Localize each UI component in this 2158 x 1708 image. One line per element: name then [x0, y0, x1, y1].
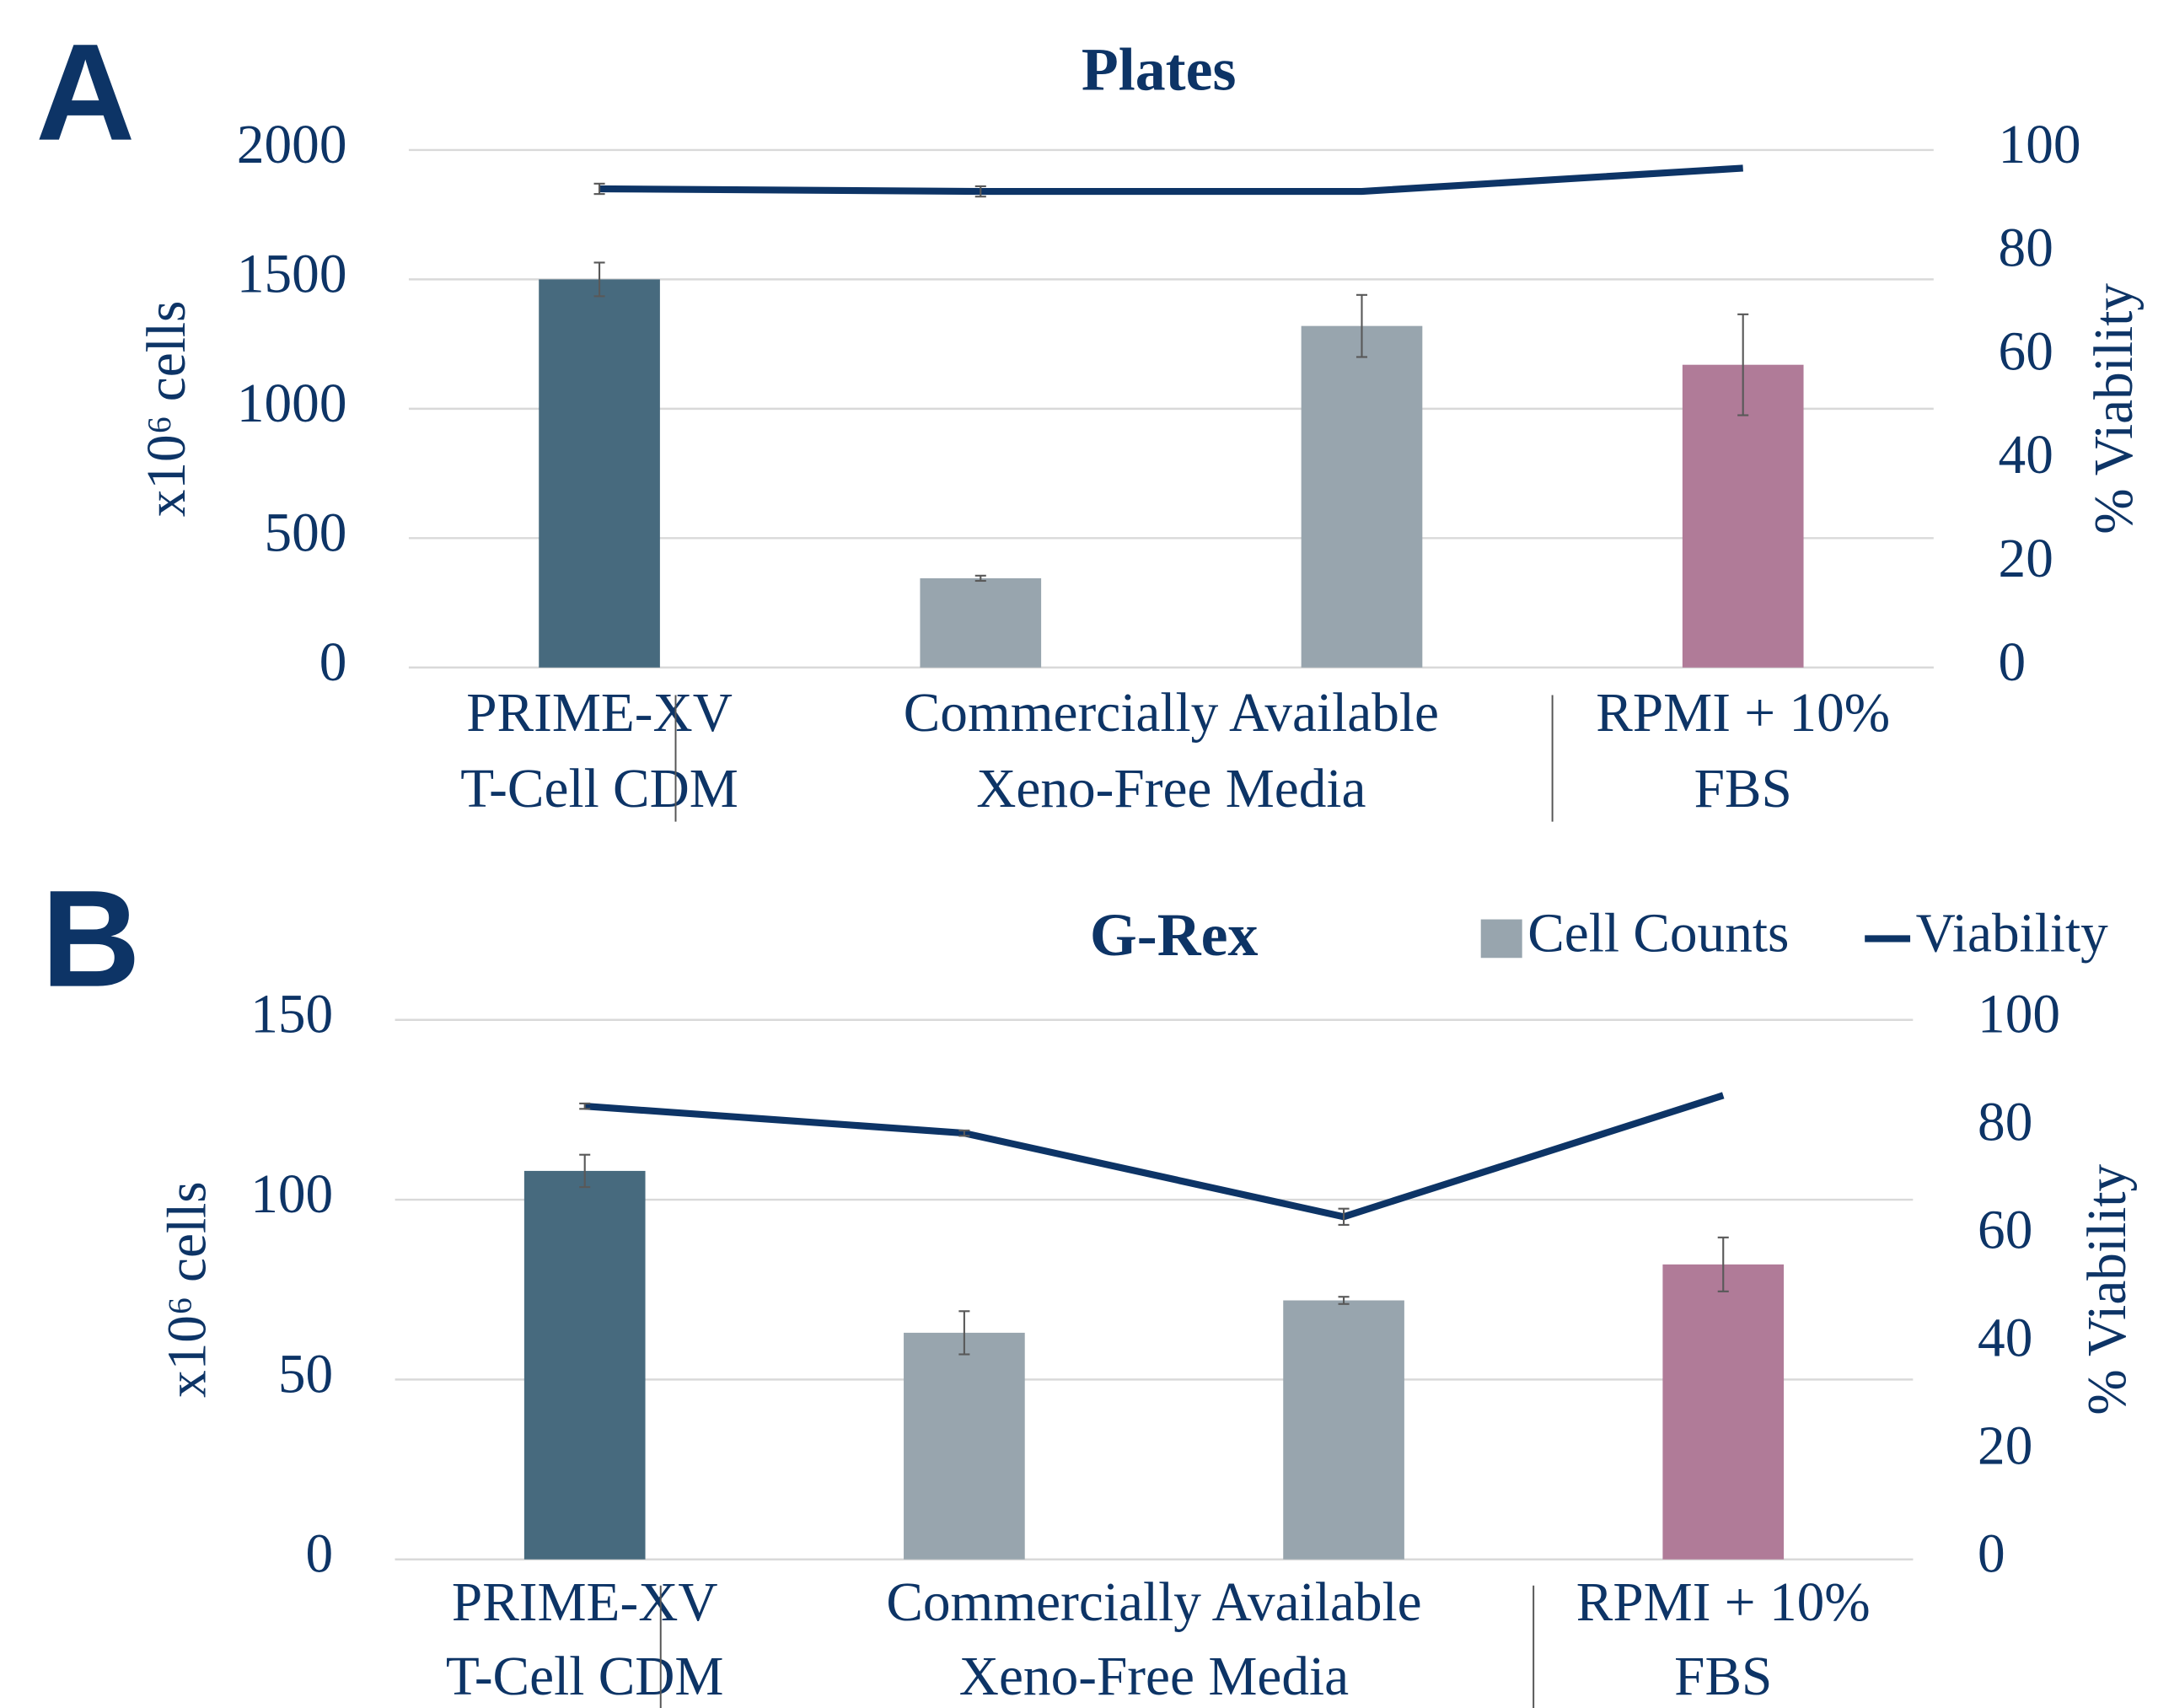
y-axis-label: x10⁶ cells: [158, 1181, 218, 1398]
error-bar: [593, 182, 605, 196]
legend-label: Viability: [1916, 903, 2109, 964]
y-tick-label: 2000: [237, 115, 347, 175]
error-bar: [958, 1129, 970, 1137]
y2-tick-label: 100: [1978, 985, 2060, 1045]
bar: [1283, 1300, 1404, 1560]
panel-label: A: [35, 15, 135, 169]
x-tick-label: PRIME-XV: [466, 683, 733, 744]
x-tick-label: RPMI + 10%: [1576, 1572, 1871, 1633]
y-axis-label: x10⁶ cells: [137, 301, 197, 518]
y2-tick-label: 0: [1978, 1524, 2005, 1585]
x-tick-label: FBS: [1674, 1646, 1772, 1707]
y-tick-label: 1500: [237, 244, 347, 304]
y2-tick-label: 60: [1978, 1200, 2032, 1261]
y2-tick-label: 0: [1999, 632, 2026, 693]
bar: [523, 1170, 646, 1560]
x-tick-label: FBS: [1694, 759, 1792, 819]
error-bar: [1737, 313, 1749, 416]
legend-swatch: [1480, 919, 1522, 959]
x-tick-label: Commercially Available: [886, 1572, 1421, 1633]
bar: [539, 279, 660, 668]
x-tick-label: T-Cell CDM: [446, 1646, 724, 1707]
y-tick-label: 1000: [237, 373, 347, 434]
error-bar: [1717, 1236, 1729, 1292]
error-bar: [579, 1153, 591, 1189]
y2-tick-label: 20: [1999, 529, 2053, 589]
y2-tick-label: 20: [1978, 1416, 2032, 1477]
x-tick-label: T-Cell CDM: [460, 759, 738, 819]
bar: [1301, 325, 1423, 668]
y-tick-label: 0: [319, 632, 347, 693]
legend-label: Cell Counts: [1527, 903, 1789, 964]
error-bar: [958, 1310, 970, 1356]
line: [599, 164, 1743, 196]
y2-axis-label: % Viability: [2084, 283, 2145, 534]
bar: [1662, 1264, 1785, 1560]
x-tick-label: Xeno-Free Media: [976, 759, 1366, 819]
x-tick-label: Xeno-Free Media: [959, 1646, 1349, 1707]
error-bar: [1355, 293, 1368, 358]
y2-tick-label: 40: [1999, 425, 2053, 486]
line: [584, 1092, 1725, 1221]
x-tick-label: Commercially Available: [904, 683, 1439, 744]
error-bar: [1338, 1207, 1350, 1226]
x-tick-label: PRIME-XV: [452, 1572, 718, 1633]
y2-tick-label: 80: [1999, 218, 2053, 279]
y2-tick-label: 80: [1978, 1093, 2032, 1153]
error-bar: [593, 261, 605, 298]
panel-label: B: [41, 862, 141, 1016]
y2-axis-label: % Viability: [2077, 1163, 2138, 1415]
error-bar: [579, 1102, 591, 1110]
y-tick-label: 500: [265, 502, 347, 563]
y2-tick-label: 40: [1978, 1308, 2032, 1369]
error-bar: [974, 185, 986, 198]
x-tick-label: RPMI + 10%: [1596, 683, 1890, 744]
bar: [904, 1332, 1025, 1560]
y2-tick-label: 60: [1999, 321, 2053, 382]
y-tick-label: 150: [250, 985, 333, 1045]
chart-title: Plates: [1082, 35, 1237, 103]
y2-tick-label: 100: [1999, 115, 2081, 175]
error-bar: [974, 574, 986, 583]
chart-title: G-Rex: [1090, 901, 1259, 969]
y-tick-label: 100: [250, 1164, 333, 1225]
error-bar: [1338, 1296, 1350, 1305]
y-tick-label: 0: [305, 1524, 333, 1585]
y-tick-label: 50: [278, 1344, 333, 1405]
bar: [920, 577, 1042, 668]
